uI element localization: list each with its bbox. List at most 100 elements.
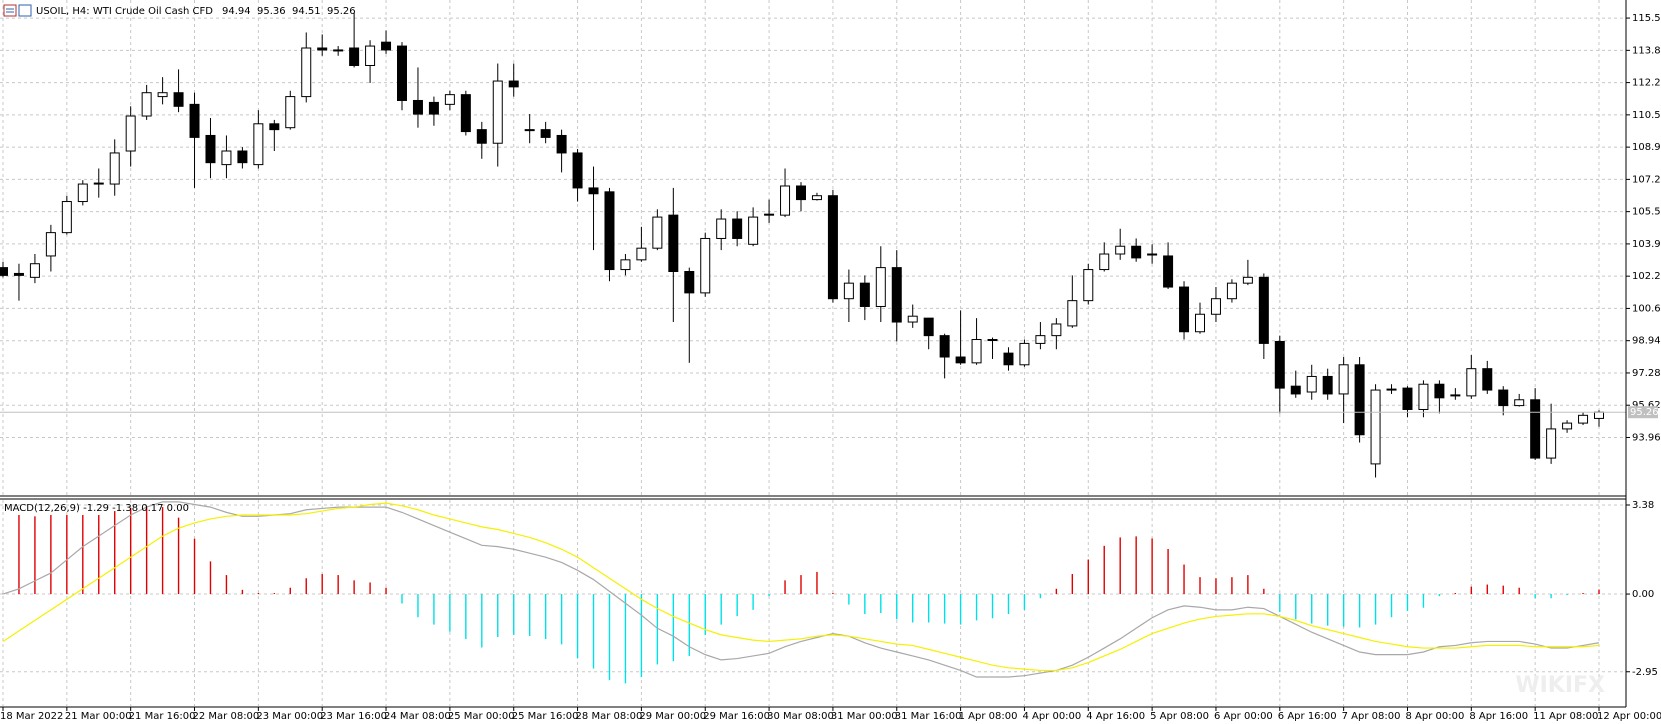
x-tick-label: 8 Apr 16:00 [1469, 711, 1528, 722]
candle-body [764, 213, 775, 216]
candle-body [253, 123, 264, 166]
indicator-line [2, 502, 1600, 672]
candle-body [540, 129, 551, 138]
candle-body [1594, 411, 1604, 419]
candle-body [1051, 323, 1062, 337]
price-label: 95.26 [1630, 407, 1659, 418]
candle-body [1147, 253, 1158, 256]
y-tick-label: 108.90 [1632, 142, 1661, 153]
candle-body [668, 214, 679, 273]
candle-body [365, 45, 376, 66]
candle-body [1258, 276, 1269, 344]
x-tick-label: 25 Mar 16:00 [512, 711, 579, 722]
candle-body [588, 187, 599, 195]
x-tick-label: 7 Apr 08:00 [1342, 711, 1401, 722]
candle-body [141, 92, 152, 117]
y-tick-label: 105.58 [1632, 207, 1661, 218]
indicator-title: MACD(12,26,9) -1.29 -1.38 0.17 0.00 [4, 503, 189, 514]
candle-body [604, 191, 615, 271]
candle-body [13, 272, 24, 276]
x-tick-label: 29 Mar 00:00 [639, 711, 706, 722]
x-tick-label: 4 Apr 00:00 [1022, 711, 1081, 722]
x-tick-label: 12 Apr 00:00 [1597, 711, 1661, 722]
candle-body [1083, 269, 1094, 302]
candle-body [875, 267, 886, 307]
y-tick-label: -2.95 [1632, 667, 1658, 678]
x-tick-label: 5 Apr 08:00 [1150, 711, 1209, 722]
candle-body [1322, 375, 1333, 395]
candle-body [237, 150, 248, 164]
candle-body [317, 47, 328, 51]
candle-body [1498, 389, 1509, 407]
x-tick-label: 28 Mar 08:00 [576, 711, 643, 722]
y-tick-label: 98.94 [1632, 336, 1661, 347]
x-tick-label: 31 Mar 00:00 [831, 711, 898, 722]
candle-body [1370, 389, 1381, 465]
x-tick-label: 23 Mar 16:00 [320, 711, 387, 722]
x-tick-label: 6 Apr 16:00 [1278, 711, 1337, 722]
candle-body [333, 49, 344, 52]
candle-body [476, 129, 487, 144]
x-tick-label: 4 Apr 16:00 [1086, 711, 1145, 722]
candle-body [843, 282, 854, 300]
candle-body [45, 232, 56, 257]
candle-body [1546, 428, 1557, 459]
candle-body [1290, 385, 1301, 395]
y-tick-label: 110.56 [1632, 110, 1661, 121]
y-tick-label: 0.00 [1632, 589, 1654, 600]
candle-body [572, 152, 583, 189]
x-tick-label: 6 Apr 00:00 [1214, 711, 1273, 722]
candle-body [189, 103, 200, 138]
candle-body [77, 183, 88, 203]
candle-body [412, 99, 423, 115]
candle-body [173, 92, 184, 107]
x-tick-label: 24 Mar 08:00 [384, 711, 451, 722]
x-tick-label: 1 Apr 08:00 [959, 711, 1018, 722]
candle-body [923, 317, 934, 337]
y-tick-label: 113.88 [1632, 45, 1661, 56]
candle-body [971, 339, 982, 364]
candle-body [1466, 368, 1477, 397]
chart-title: USOIL, H4: WTI Crude Oil Cash CFD [36, 6, 213, 17]
x-tick-label: 21 Mar 16:00 [129, 711, 196, 722]
candle-body [157, 92, 168, 98]
candle-body [1115, 245, 1126, 255]
candle-body [1131, 245, 1142, 259]
y-tick-label: 102.26 [1632, 271, 1661, 282]
y-tick-label: 93.96 [1632, 432, 1661, 443]
candle-body [987, 339, 998, 342]
candle-body [285, 96, 296, 129]
candle-body [109, 152, 120, 185]
ohlc-close: 95.26 [327, 6, 356, 17]
candle-body [1163, 255, 1174, 288]
candle-body [1354, 364, 1365, 436]
x-tick-label: 29 Mar 16:00 [703, 711, 770, 722]
candle-body [1578, 414, 1589, 424]
y-tick-label: 100.60 [1632, 303, 1661, 314]
candle-body [1514, 399, 1525, 407]
candle-body [397, 45, 407, 101]
x-tick-label: 8 Apr 00:00 [1405, 711, 1464, 722]
candle-body [524, 129, 535, 132]
x-tick-label: 25 Mar 00:00 [448, 711, 515, 722]
candle-body [1035, 335, 1046, 344]
candle-body [1418, 383, 1429, 410]
candle-body [1195, 313, 1205, 333]
candle-body [955, 356, 966, 364]
ohlc-open: 94.94 [222, 6, 251, 17]
candle-body [1099, 253, 1110, 271]
candle-body [684, 271, 695, 294]
candle-body [1402, 387, 1413, 410]
y-tick-label: 95.62 [1632, 400, 1661, 411]
y-tick-label: 3.38 [1632, 500, 1654, 511]
watermark: WIKIFX [1515, 673, 1605, 698]
price-label-box [1628, 406, 1658, 419]
candle-body [1562, 422, 1573, 430]
x-tick-label: 18 Mar 2022 [0, 711, 63, 722]
candle-body [811, 195, 822, 201]
candle-body [1306, 375, 1317, 393]
y-tick-label: 97.28 [1632, 368, 1661, 379]
candle-body [428, 101, 439, 115]
mark-layer [0, 13, 1626, 684]
candle-body [1274, 340, 1285, 389]
